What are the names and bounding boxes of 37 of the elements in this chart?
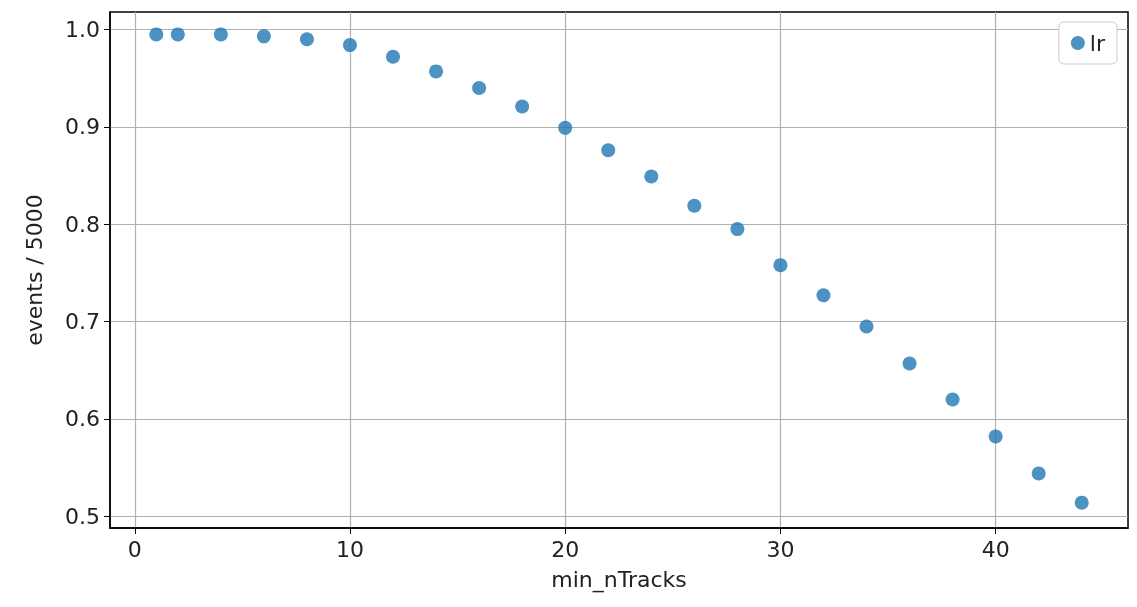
y-tick-label: 0.9	[65, 114, 100, 140]
x-tick-label: 20	[551, 536, 580, 562]
point	[256, 29, 271, 44]
x-tick-label: 10	[335, 536, 364, 562]
y-tick-label: 0.8	[65, 211, 100, 237]
point	[386, 49, 401, 64]
point	[687, 198, 702, 213]
point	[1074, 495, 1089, 510]
point	[149, 27, 164, 42]
y-tick-label: 0.5	[65, 503, 100, 529]
point	[170, 27, 185, 42]
point	[213, 27, 228, 42]
point	[988, 429, 1003, 444]
point	[558, 120, 573, 135]
x-tick-label: 30	[766, 536, 795, 562]
point	[429, 64, 444, 79]
point	[472, 80, 487, 95]
y-axis-title: events / 5000	[21, 194, 47, 346]
y-tick-label: 0.6	[65, 406, 100, 432]
point	[601, 143, 616, 158]
x-axis-title: min_nTracks	[551, 566, 687, 593]
legend-label: lr	[1089, 30, 1106, 56]
point	[342, 38, 357, 53]
point	[299, 32, 314, 47]
point	[644, 169, 659, 184]
x-tick-label: 40	[981, 536, 1010, 562]
point	[730, 222, 745, 237]
point	[515, 99, 530, 114]
point	[945, 392, 960, 407]
y-tick-label: 0.7	[65, 309, 100, 335]
point	[773, 258, 788, 273]
point	[816, 288, 831, 303]
point	[859, 319, 874, 334]
point	[1031, 466, 1046, 481]
y-tick-label: 1.0	[65, 17, 100, 43]
point	[902, 356, 917, 371]
x-tick-label: 0	[127, 536, 142, 562]
